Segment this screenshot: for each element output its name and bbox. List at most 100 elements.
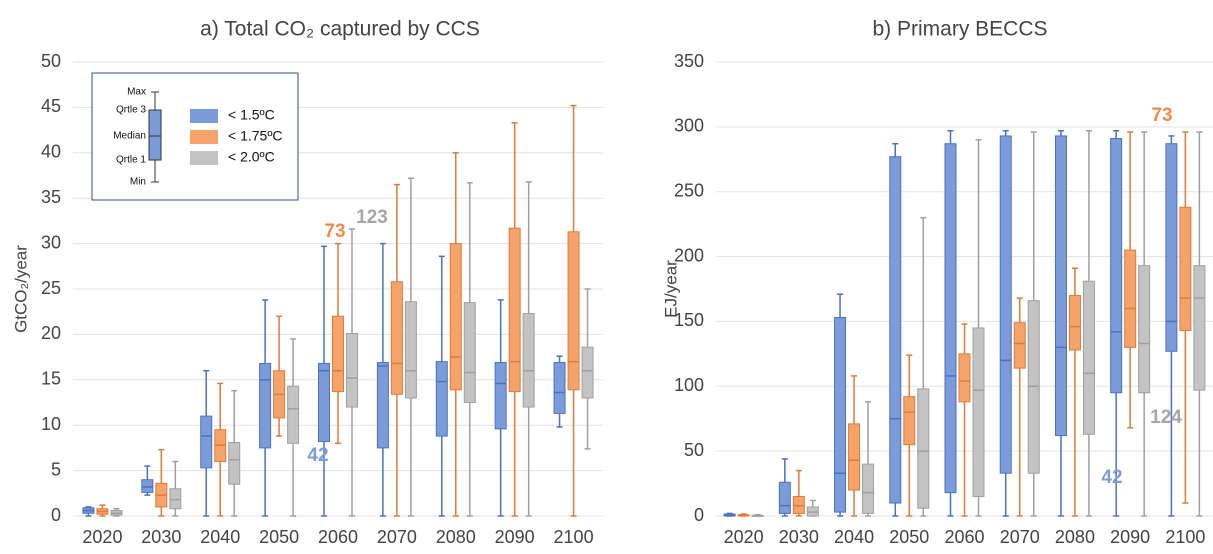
box — [1124, 249, 1137, 348]
y-tick-label: 20 — [41, 323, 61, 343]
annotation: 42 — [307, 445, 328, 466]
box — [435, 361, 448, 437]
box — [1110, 138, 1123, 394]
box — [972, 327, 985, 498]
legend-swatch — [190, 109, 218, 123]
box — [944, 143, 957, 494]
legend-key-box — [148, 109, 162, 161]
box — [1193, 265, 1206, 391]
x-tick-label: 2020 — [82, 527, 122, 547]
y-tick-label: 50 — [41, 51, 61, 71]
x-tick-label: 2100 — [554, 527, 594, 547]
y-tick-label: 0 — [694, 505, 704, 525]
x-tick-label: 2060 — [944, 527, 984, 547]
legend-swatch — [190, 151, 218, 165]
y-tick-label: 150 — [674, 310, 704, 330]
box — [1165, 143, 1178, 352]
x-tick-label: 2030 — [141, 527, 181, 547]
y-tick-label: 25 — [41, 278, 61, 298]
box — [449, 243, 462, 391]
y-axis-label: GtCO₂/year — [11, 245, 30, 333]
box — [553, 362, 566, 414]
box — [917, 388, 930, 509]
legend-key-label: Qrtle 1 — [116, 155, 146, 166]
y-axis-label: EJ/year — [661, 260, 680, 318]
x-tick-label: 2060 — [318, 527, 358, 547]
x-tick-label: 2100 — [1165, 527, 1205, 547]
y-tick-label: 50 — [684, 440, 704, 460]
x-tick-label: 2070 — [377, 527, 417, 547]
box — [287, 385, 300, 444]
box — [522, 313, 535, 408]
box — [999, 135, 1012, 474]
x-tick-label: 2070 — [1000, 527, 1040, 547]
box — [903, 396, 916, 446]
box — [1013, 322, 1026, 369]
box — [889, 156, 902, 504]
box — [376, 362, 389, 449]
box — [494, 362, 507, 430]
box — [1179, 206, 1192, 332]
box — [567, 231, 580, 391]
box — [834, 317, 847, 513]
y-tick-label: 15 — [41, 369, 61, 389]
box — [463, 302, 476, 403]
legend-label: < 1.75ºC — [228, 128, 283, 144]
x-tick-label: 2090 — [495, 527, 535, 547]
legend-label: < 2.0ºC — [228, 149, 275, 165]
annotation: 124 — [1150, 407, 1182, 428]
box — [141, 479, 154, 493]
box — [1082, 280, 1095, 435]
box — [169, 488, 182, 510]
annotation: 73 — [324, 221, 345, 242]
box — [228, 441, 241, 485]
x-tick-label: 2050 — [889, 527, 929, 547]
y-tick-label: 30 — [41, 232, 61, 252]
y-tick-label: 35 — [41, 187, 61, 207]
x-tick-label: 2050 — [259, 527, 299, 547]
y-tick-label: 200 — [674, 245, 704, 265]
box — [958, 353, 971, 403]
box — [346, 332, 358, 408]
legend-key-label: Min — [130, 177, 146, 188]
legend-key-label: Qrtle 3 — [116, 105, 146, 116]
annotation: 73 — [1151, 105, 1172, 126]
box — [200, 415, 213, 469]
x-tick-label: 2080 — [436, 527, 476, 547]
chart-title: b) Primary BECCS — [872, 18, 1047, 41]
box — [848, 423, 861, 491]
annotation: 123 — [356, 207, 388, 228]
box — [778, 481, 791, 514]
annotation: 42 — [1101, 467, 1122, 488]
box — [1138, 265, 1151, 394]
y-tick-label: 100 — [674, 375, 704, 395]
y-tick-label: 250 — [674, 180, 704, 200]
y-tick-label: 350 — [674, 51, 704, 71]
x-tick-label: 2090 — [1110, 527, 1150, 547]
box — [404, 301, 417, 399]
box — [508, 227, 521, 393]
box — [581, 346, 594, 399]
y-tick-label: 5 — [51, 459, 61, 479]
chart-title: a) Total CO₂ captured by CCS — [200, 18, 480, 41]
legend-label: < 1.5ºC — [228, 107, 275, 123]
box — [1054, 135, 1067, 437]
y-tick-label: 300 — [674, 116, 704, 136]
x-tick-label: 2030 — [779, 527, 819, 547]
y-tick-label: 45 — [41, 96, 61, 116]
box — [259, 362, 272, 449]
box — [332, 315, 344, 393]
box — [318, 362, 330, 443]
x-tick-label: 2040 — [834, 527, 874, 547]
y-tick-label: 40 — [41, 142, 61, 162]
x-tick-label: 2080 — [1055, 527, 1095, 547]
box — [390, 281, 403, 395]
y-tick-label: 0 — [51, 505, 61, 525]
box — [1068, 294, 1081, 351]
box — [862, 463, 875, 514]
legend-swatch — [190, 130, 218, 144]
x-tick-label: 2020 — [724, 527, 764, 547]
y-tick-label: 10 — [41, 414, 61, 434]
